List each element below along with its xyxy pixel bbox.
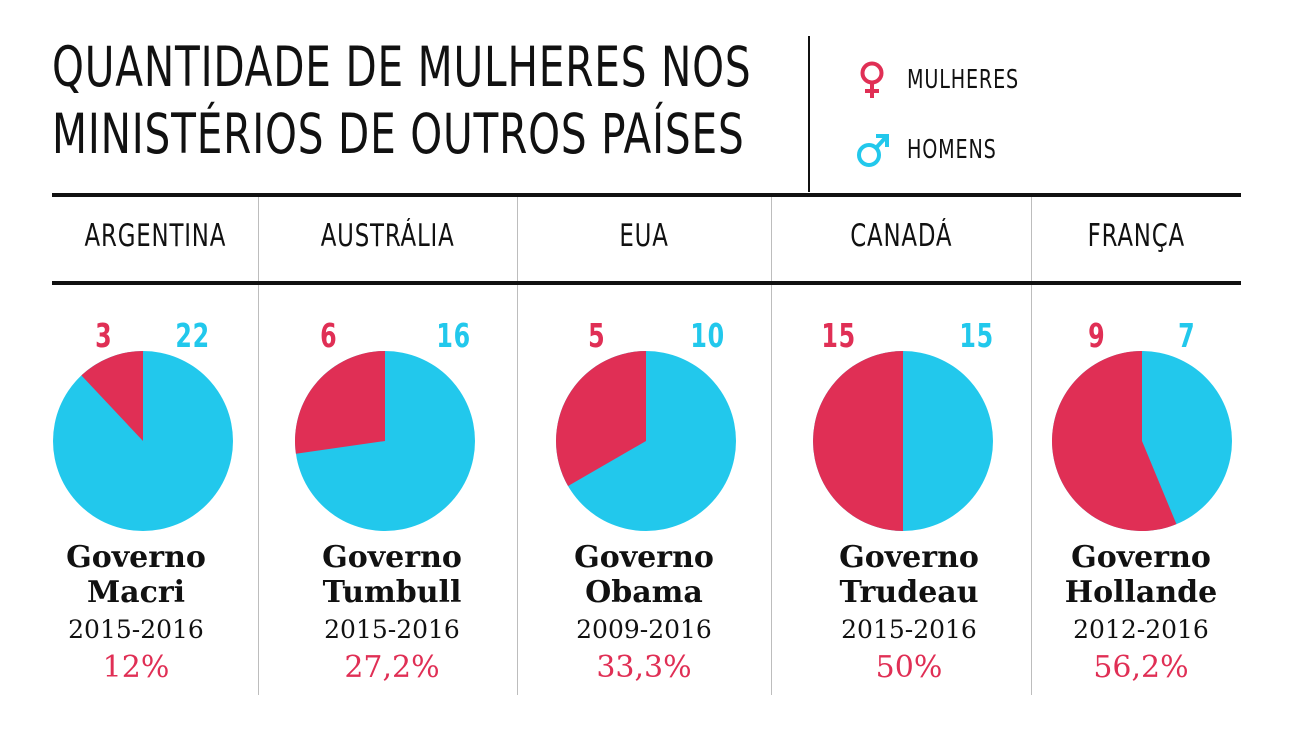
government-years: 2012-2016: [1073, 615, 1209, 644]
women-percentage: 56,2%: [1093, 650, 1189, 685]
government-label: Governo: [574, 540, 714, 575]
column-separator: [517, 285, 518, 695]
government-name-australia: Governo Tumbull: [277, 540, 507, 610]
government-name-franca: Governo Hollande: [1026, 540, 1256, 610]
government-label: Governo: [66, 540, 206, 575]
government-name-argentina: Governo Macri: [21, 540, 251, 610]
country-header-eua: EUA: [619, 218, 669, 254]
female-symbol-icon: [860, 61, 884, 98]
legend-item-male: HOMENS: [855, 130, 1016, 170]
country-header-argentina: ARGENTINA: [84, 218, 226, 254]
women-percentage: 33,3%: [596, 650, 692, 685]
women-count-label: 15: [821, 316, 856, 355]
pie-chart-canada: [813, 351, 993, 531]
government-leader: Macri: [86, 575, 186, 610]
women-count-label: 6: [320, 316, 338, 355]
women-count-label: 5: [588, 316, 606, 355]
pie-chart-australia: [295, 351, 475, 531]
male-symbol-icon: [857, 134, 889, 167]
column-separator: [771, 285, 772, 695]
title-legend-divider: [808, 36, 810, 192]
government-years: 2009-2016: [576, 615, 712, 644]
government-years: 2015-2016: [68, 615, 204, 644]
country-header-australia: AUSTRÁLIA: [320, 218, 455, 254]
women-count-label: 9: [1088, 316, 1106, 355]
header-top-rule: [52, 193, 1241, 197]
women-percentage: 27,2%: [344, 650, 440, 685]
government-label: Governo: [1071, 540, 1211, 575]
pie-slice-women: [1052, 351, 1177, 531]
men-count-label: 7: [1178, 316, 1196, 355]
men-count-label: 10: [690, 316, 725, 355]
chart-title-line-2: MINISTÉRIOS DE OUTROS PAÍSES: [52, 102, 745, 166]
pie-chart-franca: [1052, 351, 1232, 531]
pie-chart-argentina: [53, 351, 233, 531]
legend-label-male: HOMENS: [907, 135, 997, 165]
men-count-label: 15: [959, 316, 994, 355]
pie-slice-women: [81, 351, 143, 441]
women-count-label: 3: [95, 316, 113, 355]
men-count-label: 22: [175, 316, 210, 355]
column-separator: [771, 197, 772, 281]
column-separator: [517, 197, 518, 281]
government-leader: Hollande: [1064, 575, 1218, 610]
column-separator: [258, 197, 259, 281]
government-name-eua: Governo Obama: [529, 540, 759, 610]
women-percentage: 50%: [875, 650, 943, 685]
government-leader: Obama: [585, 575, 703, 610]
legend-item-female: MULHERES: [855, 60, 1044, 100]
pie-slice-women: [295, 351, 385, 454]
government-label: Governo: [322, 540, 462, 575]
women-percentage: 12%: [102, 650, 170, 685]
legend-label-female: MULHERES: [907, 65, 1020, 95]
pie-slice-women: [813, 351, 903, 531]
country-header-canada: CANADÁ: [849, 218, 953, 254]
pie-slice-women: [556, 351, 646, 486]
government-leader: Tumbull: [322, 575, 462, 610]
column-separator: [1031, 285, 1032, 695]
column-separator: [1031, 197, 1032, 281]
chart-title-line-1: QUANTIDADE DE MULHERES NOS: [52, 35, 752, 99]
government-years: 2015-2016: [841, 615, 977, 644]
government-leader: Trudeau: [839, 575, 979, 610]
pie-chart-eua: [556, 351, 736, 531]
government-name-canada: Governo Trudeau: [794, 540, 1024, 610]
men-count-label: 16: [436, 316, 471, 355]
country-header-franca: FRANÇA: [1087, 218, 1185, 254]
government-label: Governo: [839, 540, 979, 575]
column-separator: [258, 285, 259, 695]
header-bottom-rule: [52, 281, 1241, 285]
government-years: 2015-2016: [324, 615, 460, 644]
